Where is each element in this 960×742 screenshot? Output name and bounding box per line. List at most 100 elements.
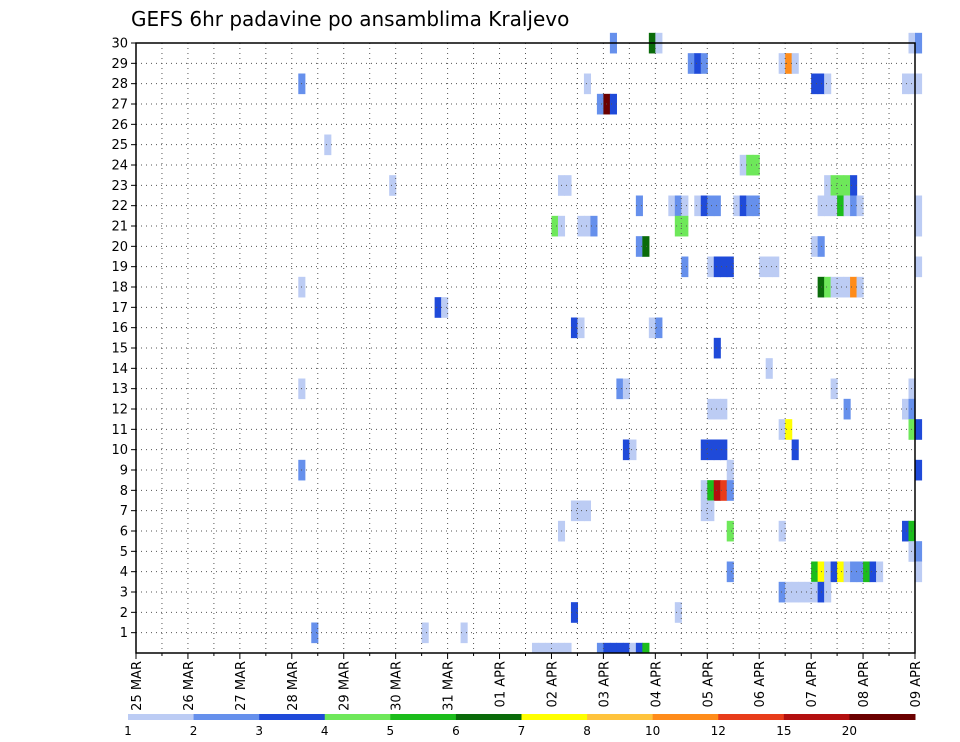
y-tick-label: 6 — [120, 525, 128, 540]
colorbar-segment — [718, 714, 785, 720]
colorbar-label: 4 — [321, 724, 329, 738]
heatmap-cell — [915, 73, 923, 95]
heatmap-cell — [850, 561, 858, 583]
y-tick-label: 26 — [111, 118, 128, 133]
heatmap-cell — [642, 642, 650, 653]
heatmap-cell — [570, 500, 579, 522]
heatmap-cell — [915, 541, 923, 562]
colorbar-segment — [324, 714, 391, 720]
y-tick-label: 23 — [111, 179, 128, 194]
y-tick-label: 25 — [111, 138, 128, 153]
heatmap-cell — [778, 520, 786, 542]
heatmap-cell — [908, 73, 916, 95]
heatmap-cell — [726, 561, 734, 583]
y-tick-label: 4 — [120, 565, 128, 580]
x-tick-label: 25 MAR — [130, 661, 145, 711]
heatmap-cell — [915, 561, 923, 583]
heatmap-cell — [707, 439, 715, 461]
heatmap-cells — [298, 32, 923, 653]
heatmap-cell — [557, 642, 566, 653]
heatmap-cell — [609, 642, 617, 653]
y-tick-label: 29 — [111, 57, 128, 72]
x-tick-label: 06 APR — [753, 661, 768, 707]
y-tick-label: 13 — [111, 382, 128, 397]
heatmap-cell — [700, 480, 708, 501]
y-axis: 1234567891011121314151617181920212223242… — [111, 37, 136, 641]
heatmap-cell — [811, 236, 819, 257]
colorbar-segment — [455, 714, 522, 720]
heatmap-cell — [681, 195, 689, 217]
heatmap-cell — [830, 175, 838, 196]
heatmap-cell — [915, 195, 923, 217]
y-tick-label: 22 — [111, 199, 128, 214]
colorbar-label: 6 — [452, 724, 460, 738]
x-tick-label: 26 MAR — [182, 661, 197, 711]
x-tick-label: 01 APR — [494, 661, 509, 707]
heatmap-cell — [830, 378, 838, 400]
heatmap-cell — [869, 561, 877, 583]
heatmap-cell — [811, 73, 819, 95]
heatmap-cell — [674, 602, 682, 623]
heatmap-cell — [713, 195, 721, 217]
heatmap-cell — [707, 195, 715, 217]
heatmap-cell — [902, 398, 910, 420]
heatmap-cell — [785, 53, 793, 74]
x-axis: 25 MAR 26 MAR 27 MAR 28 MAR 29 MAR 30 MAR 31 M… — [130, 653, 924, 711]
y-tick-label: 30 — [111, 37, 128, 52]
colorbar-segment — [390, 714, 457, 720]
heatmap-cell — [389, 175, 397, 196]
colorbar-label: 1 — [124, 724, 132, 738]
y-tick-label: 20 — [111, 240, 128, 255]
heatmap-cell — [746, 195, 754, 217]
heatmap-cell — [726, 520, 734, 542]
heatmap-cell — [311, 622, 319, 644]
heatmap-cell — [726, 459, 734, 481]
heatmap-cell — [915, 256, 923, 278]
heatmap-cell — [642, 236, 650, 257]
heatmap-cell — [720, 439, 728, 461]
heatmap-cell — [694, 53, 702, 74]
y-tick-label: 21 — [111, 220, 128, 235]
heatmap-cell — [583, 215, 592, 237]
x-tick-label: 03 APR — [597, 661, 612, 707]
heatmap-cell — [785, 581, 793, 603]
heatmap-cell — [739, 154, 747, 176]
heatmap-cell — [681, 215, 689, 237]
heatmap-cell — [674, 215, 682, 237]
heatmap-cell — [778, 581, 786, 603]
heatmap-cell — [441, 297, 449, 318]
heatmap-cell — [434, 297, 442, 318]
heatmap-cell — [700, 500, 708, 522]
heatmap-cell — [856, 561, 864, 583]
heatmap-cell — [850, 276, 858, 298]
heatmap-cell — [824, 276, 832, 298]
heatmap-cell — [551, 642, 559, 653]
heatmap-cell — [739, 195, 747, 217]
heatmap-cell — [765, 256, 773, 278]
heatmap-cell — [694, 195, 702, 217]
heatmap-cell — [635, 236, 643, 257]
heatmap-cell — [791, 53, 799, 74]
heatmap-cell — [707, 500, 715, 522]
heatmap-cell — [538, 642, 546, 653]
heatmap-cell — [915, 419, 923, 440]
heatmap-cell — [590, 215, 598, 237]
y-tick-label: 27 — [111, 98, 128, 113]
heatmap-cell — [616, 378, 624, 400]
colorbar-label: 3 — [255, 724, 263, 738]
heatmap-cell — [629, 642, 637, 653]
heatmap-cell — [713, 480, 721, 501]
heatmap-cell — [707, 256, 715, 278]
heatmap-cell — [596, 642, 604, 653]
y-tick-label: 17 — [111, 301, 128, 316]
heatmap-cell — [915, 459, 923, 481]
colorbar-segment — [652, 714, 719, 720]
x-tick-label: 31 MAR — [442, 661, 457, 711]
heatmap-cell — [765, 358, 773, 379]
heatmap-cell — [531, 642, 540, 653]
heatmap-cell — [583, 73, 592, 95]
colorbar-label: 8 — [583, 724, 591, 738]
x-tick-label: 04 APR — [649, 661, 664, 707]
heatmap-cell — [778, 419, 786, 440]
